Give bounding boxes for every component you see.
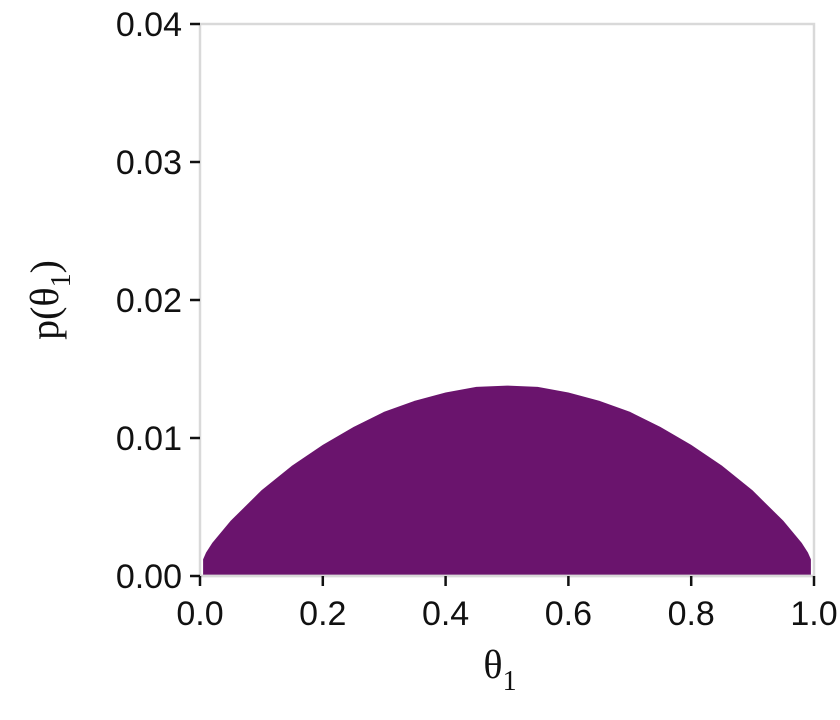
density-area	[203, 385, 811, 576]
y-axis-label: p(θ1)	[22, 260, 77, 340]
x-tick-label: 1.0	[790, 595, 837, 633]
x-ticks: 0.0 0.2 0.4 0.6 0.8 1.0	[176, 576, 838, 633]
y-tick-label: 0.01	[116, 420, 182, 458]
x-tick-label: 0.2	[299, 595, 346, 633]
y-ticks: 0.00 0.01 0.02 0.03 0.04	[116, 6, 200, 596]
area-layer	[203, 385, 811, 576]
x-axis-label: θ1	[483, 642, 516, 697]
x-tick-label: 0.8	[668, 595, 715, 633]
y-tick-label: 0.00	[116, 558, 182, 596]
x-tick-label: 0.4	[422, 595, 469, 633]
x-tick-label: 0.6	[545, 595, 592, 633]
y-tick-label: 0.03	[116, 144, 182, 182]
y-tick-label: 0.02	[116, 282, 182, 320]
x-tick-label: 0.0	[176, 595, 223, 633]
y-tick-label: 0.04	[116, 6, 182, 44]
